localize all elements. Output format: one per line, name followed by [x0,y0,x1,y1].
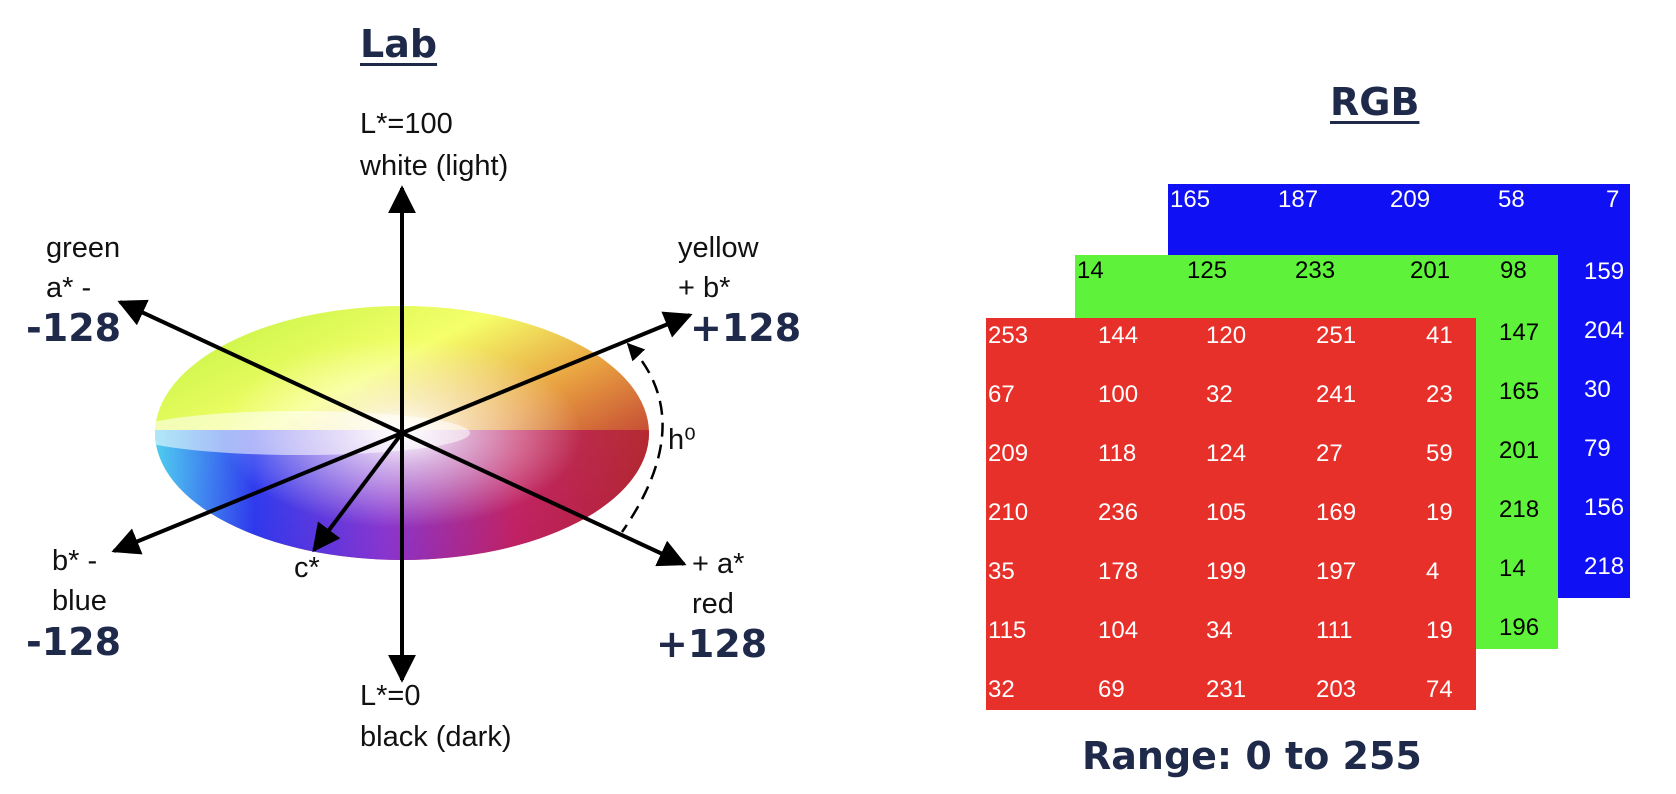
green-cell: 147 [1499,319,1540,346]
red-cell: 19 [1426,499,1453,526]
red-cell: 115 [988,617,1027,644]
b-minus-label: b* - [52,545,98,577]
red-cell: 32 [988,676,1015,703]
red-cell: 35 [988,558,1015,585]
a-axis-minus [117,299,403,435]
red-cell: 105 [1206,499,1247,526]
red-cell: 74 [1426,676,1453,703]
blue-cell: 209 [1390,186,1431,213]
green-cell: 233 [1295,257,1336,284]
green-cell: 165 [1499,378,1540,405]
rgb-range-label: Range: 0 to 255 [1082,734,1422,778]
red-cell: 203 [1316,676,1357,703]
red-cell: 253 [988,322,1029,349]
red-cell: 197 [1316,558,1357,585]
lab-title: Lab [360,22,438,66]
l-top-desc: white (light) [360,150,509,182]
red-cell: 144 [1098,322,1139,349]
blue-cell: 7 [1606,186,1620,213]
red-cell: 23 [1426,381,1453,408]
red-cell: 111 [1316,617,1353,644]
b-plus-label: + b* [678,272,731,304]
red-channel-layer: 253 144 120 251 41 67 100 32 241 23 209 118 124 27 59 2… [986,318,1476,710]
red-cell: 34 [1206,617,1233,644]
red-cell: 236 [1098,499,1139,526]
red-cell: 32 [1206,381,1233,408]
green-label: green [46,232,121,264]
l-bottom-desc: black (dark) [360,721,512,753]
a-axis-plus [401,431,687,567]
blue-cell: 79 [1584,435,1611,462]
blue-cell: 204 [1584,317,1625,344]
blue-cell: 159 [1584,258,1625,285]
a-minus-value: -128 [26,306,122,350]
red-cell: 178 [1098,558,1139,585]
a-plus-label: + a* [692,548,745,580]
b-minus-value: -128 [26,620,122,664]
a-minus-label: a* - [46,272,92,304]
l-top-label: L*=100 [360,108,453,140]
red-cell: 241 [1316,381,1357,408]
green-cell: 125 [1187,257,1228,284]
b-plus-value: +128 [690,306,802,350]
red-cell: 118 [1098,440,1137,467]
blue-cell: 187 [1278,186,1319,213]
green-cell: 201 [1499,437,1540,464]
red-cell: 27 [1316,440,1343,467]
blue-cell: 218 [1584,553,1625,580]
b-axis-plus [401,311,693,435]
l-bottom-label: L*=0 [360,680,421,712]
blue-cell: 165 [1170,186,1211,213]
red-cell: 19 [1426,617,1453,644]
green-cell: 201 [1410,257,1451,284]
blue-cell: 30 [1584,376,1611,403]
green-cell: 98 [1500,257,1527,284]
blue-cell: 156 [1584,494,1625,521]
red-cell: 231 [1206,676,1247,703]
rgb-title: RGB [1330,80,1420,124]
red-cell: 69 [1098,676,1125,703]
red-cell: 210 [988,499,1029,526]
red-cell: 124 [1206,440,1247,467]
red-cell: 59 [1426,440,1453,467]
green-cell: 218 [1499,496,1540,523]
blue-cell: 58 [1498,186,1525,213]
red-label: red [692,588,734,620]
red-cell: 209 [988,440,1029,467]
red-cell: 169 [1316,499,1357,526]
blue-label: blue [52,585,107,617]
red-cell: 67 [988,381,1015,408]
chroma-label: c* [294,552,320,584]
b-axis-minus [111,431,403,555]
red-cell: 4 [1426,558,1440,585]
yellow-label: yellow [678,232,759,264]
hue-arc [620,342,664,533]
red-cell: 104 [1098,617,1139,644]
red-cell: 100 [1098,381,1139,408]
green-cell: 14 [1499,555,1526,582]
green-cell: 196 [1499,614,1540,641]
green-cell: 14 [1077,257,1104,284]
chroma-arrow [312,431,404,553]
red-cell: 120 [1206,322,1247,349]
red-cell: 41 [1426,322,1453,349]
hue-label: h⁰ [668,424,696,456]
a-plus-value: +128 [656,622,768,666]
red-cell: 251 [1316,322,1357,349]
red-cell: 199 [1206,558,1247,585]
